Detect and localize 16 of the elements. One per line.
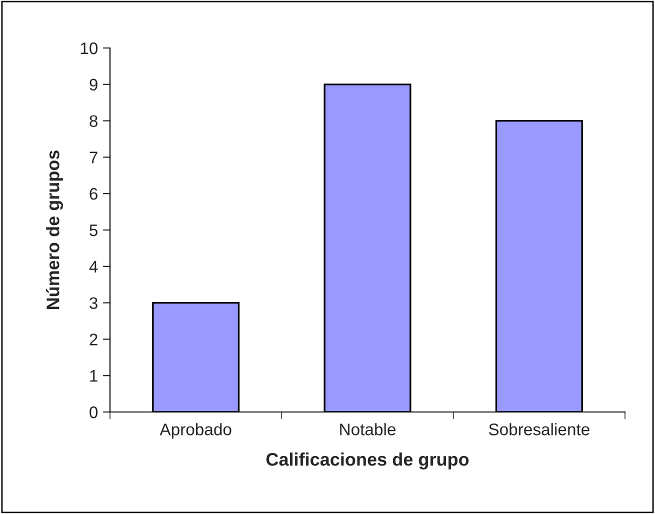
y-tick-label: 9	[90, 78, 98, 91]
y-tick-label: 3	[90, 297, 98, 310]
y-tick-label: 8	[90, 115, 98, 128]
y-tick-label: 10	[80, 42, 98, 54]
y-tick-label: 7	[90, 152, 98, 164]
y-tick-label: 0	[90, 406, 98, 418]
x-tick-label: Notable	[340, 423, 396, 436]
y-tick-label: 6	[90, 188, 98, 200]
x-tick-label: Sobresaliente	[488, 423, 590, 436]
x-tick-label: Aprobado	[160, 423, 232, 439]
x-axis-title: Calificaciones de grupo	[266, 452, 469, 470]
y-tick-label: 1	[90, 370, 98, 382]
y-tick-label: 2	[90, 334, 98, 346]
y-tick-label: 5	[90, 224, 98, 236]
y-tick-label: 4	[89, 260, 98, 272]
y-axis-title: Número de grupos	[46, 150, 63, 310]
